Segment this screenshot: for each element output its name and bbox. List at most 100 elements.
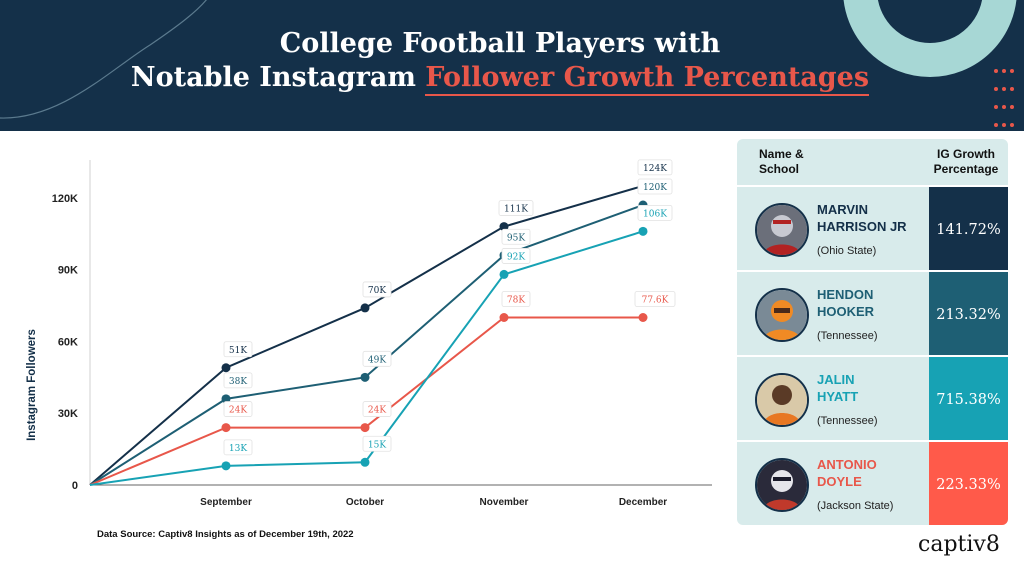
data-label: 70K [368,286,386,296]
title-highlight: Follower Growth Percentages [425,62,870,96]
player-name-line2: HARRISON JR [817,219,907,234]
growth-table: Name & School IG Growth Percentage MARVI… [737,139,1008,525]
data-point [360,457,370,467]
data-point [360,372,370,382]
data-label-box [362,281,392,298]
y-tick-label: 0 [72,480,78,492]
data-label-box [637,159,673,176]
player-name: HENDON HOOKER [817,286,927,320]
data-label-box [501,228,531,245]
growth-percentage: 213.32% [929,272,1008,357]
player-school: (Tennessee) [817,330,878,342]
data-label-box [223,372,253,389]
data-label-box [223,401,253,417]
avatar [755,203,809,257]
player-name-line1: JALIN [817,372,855,387]
y-tick-label: 120K [52,193,78,205]
player-name: JALIN HYATT [817,371,927,405]
x-tick-label: September [200,497,252,508]
header-decoration [0,0,1017,119]
data-label: 124K [643,164,667,174]
title-prefix: Notable Instagram [130,62,426,93]
x-tick-label: November [480,497,529,508]
x-tick-label: December [619,497,667,508]
data-point [360,303,370,313]
data-point [221,363,231,373]
header-pct-line1: IG Growth [937,147,995,161]
data-label-box [501,291,531,307]
data-label: 95K [507,233,525,243]
player-name-line2: HOOKER [817,304,875,319]
growth-percentage: 715.38% [929,357,1008,442]
data-label: 13K [229,444,247,454]
table-row: MARVIN HARRISON JR (Ohio State) 141.72% [737,185,1008,272]
data-source-note: Data Source: Captiv8 Insights as of Dece… [97,529,354,540]
data-label: 77.6K [642,296,669,306]
data-label-box [637,204,673,221]
player-school: (Tennessee) [817,415,878,427]
page-title-line1: College Football Players with [279,28,721,59]
data-label-box [223,341,253,358]
header-growth-pct: IG Growth Percentage [929,147,1003,177]
data-label-box [362,401,392,417]
data-label: 106K [643,209,667,219]
data-label: 49K [368,355,386,365]
data-point [499,222,509,232]
avatar [755,458,809,512]
player-school: (Ohio State) [817,245,877,257]
table-row: HENDON HOOKER (Tennessee) 213.32% [737,270,1008,357]
data-label-box [498,200,534,216]
player-name-line2: DOYLE [817,474,862,489]
player-name-line1: MARVIN [817,202,869,217]
table-row: JALIN HYATT (Tennessee) 715.38% [737,355,1008,442]
dots-decoration [994,60,1018,131]
x-tick-label: October [346,497,384,508]
y-tick-label: 90K [58,265,78,277]
line-chart: 0 30K 60K 90K 120K Instagram Followers Septemb… [26,159,712,508]
data-label: 24K [368,406,386,416]
player-name-line1: HENDON [817,287,874,302]
data-label: 38K [229,377,247,387]
captiv8-logo: captiv8 [918,532,1000,557]
data-label-box [362,435,392,452]
avatar [755,373,809,427]
data-label-box [362,350,392,367]
data-label: 15K [368,440,386,450]
data-point [221,461,231,471]
player-name-line2: HYATT [817,389,859,404]
data-label-box [634,291,676,307]
data-point [638,313,648,322]
header-name-school: Name & School [759,147,804,177]
page-title-line2: Notable Instagram Follower Growth Percen… [0,62,1000,96]
data-point [221,394,231,404]
data-label-box [501,248,531,264]
data-label: 92K [507,252,525,262]
data-label: 120K [643,183,667,193]
header-banner: College Football Players with Notable In… [0,0,1024,131]
player-name: MARVIN HARRISON JR [817,201,927,235]
data-label: 78K [507,296,525,306]
data-label: 111K [504,205,528,215]
player-name-line1: ANTONIO [817,457,877,472]
player-school: (Jackson State) [817,500,894,512]
data-point [221,423,231,433]
data-label-box [223,439,253,456]
y-tick-label: 60K [58,336,78,348]
header-name-line1: Name & [759,147,804,161]
data-label-box [637,178,673,195]
header-name-line2: School [759,162,800,176]
data-label: 24K [229,406,247,416]
player-name: ANTONIO DOYLE [817,456,927,490]
y-axis-label: Instagram Followers [26,329,38,441]
table-row: ANTONIO DOYLE (Jackson State) 223.33% [737,440,1008,525]
data-point [638,226,648,236]
header-pct-line2: Percentage [933,162,999,176]
avatar [755,288,809,342]
y-tick-label: 30K [58,408,78,420]
growth-percentage: 141.72% [929,187,1008,272]
data-point [360,423,370,433]
data-point [499,313,509,322]
data-label: 51K [229,346,247,356]
growth-percentage: 223.33% [929,442,1008,525]
data-point [499,269,509,279]
